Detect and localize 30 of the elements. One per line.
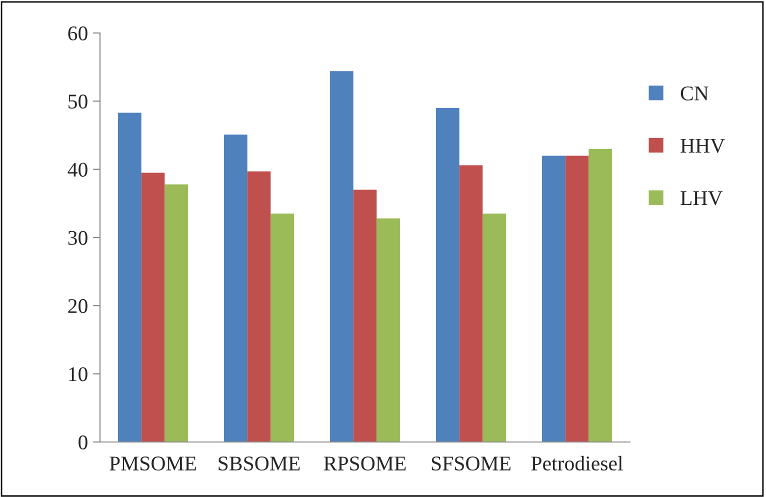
y-tick-label: 30 [68, 230, 88, 245]
bar [459, 165, 483, 442]
bar [482, 214, 506, 442]
x-tick-label: Petrodiesel [531, 456, 623, 471]
legend-label: CN [680, 86, 708, 100]
x-tick-label: SFSOME [432, 456, 510, 471]
x-tick-label: SBSOME [218, 456, 300, 471]
bar [224, 134, 248, 442]
y-tick-label: 40 [68, 162, 88, 177]
y-tick-label: 0 [78, 435, 88, 450]
bar [436, 108, 460, 442]
bar [141, 172, 165, 442]
x-tick-label: PMSOME [110, 456, 196, 471]
bar [270, 214, 294, 442]
y-tick-label: 20 [68, 299, 88, 314]
bar [247, 171, 271, 442]
legend-label: HHV [680, 138, 725, 153]
y-tick-label: 10 [69, 367, 88, 382]
bar [353, 190, 377, 442]
bar [164, 184, 188, 442]
bar [376, 218, 400, 442]
bar [588, 148, 612, 442]
bar [565, 156, 589, 442]
bar [542, 156, 566, 442]
x-tick-label: RPSOME [324, 456, 406, 471]
legend-label: LHV [680, 191, 723, 206]
bar [330, 71, 354, 442]
y-tick-label: 60 [68, 26, 88, 40]
y-tick-label: 50 [68, 94, 88, 109]
bar [118, 112, 142, 442]
